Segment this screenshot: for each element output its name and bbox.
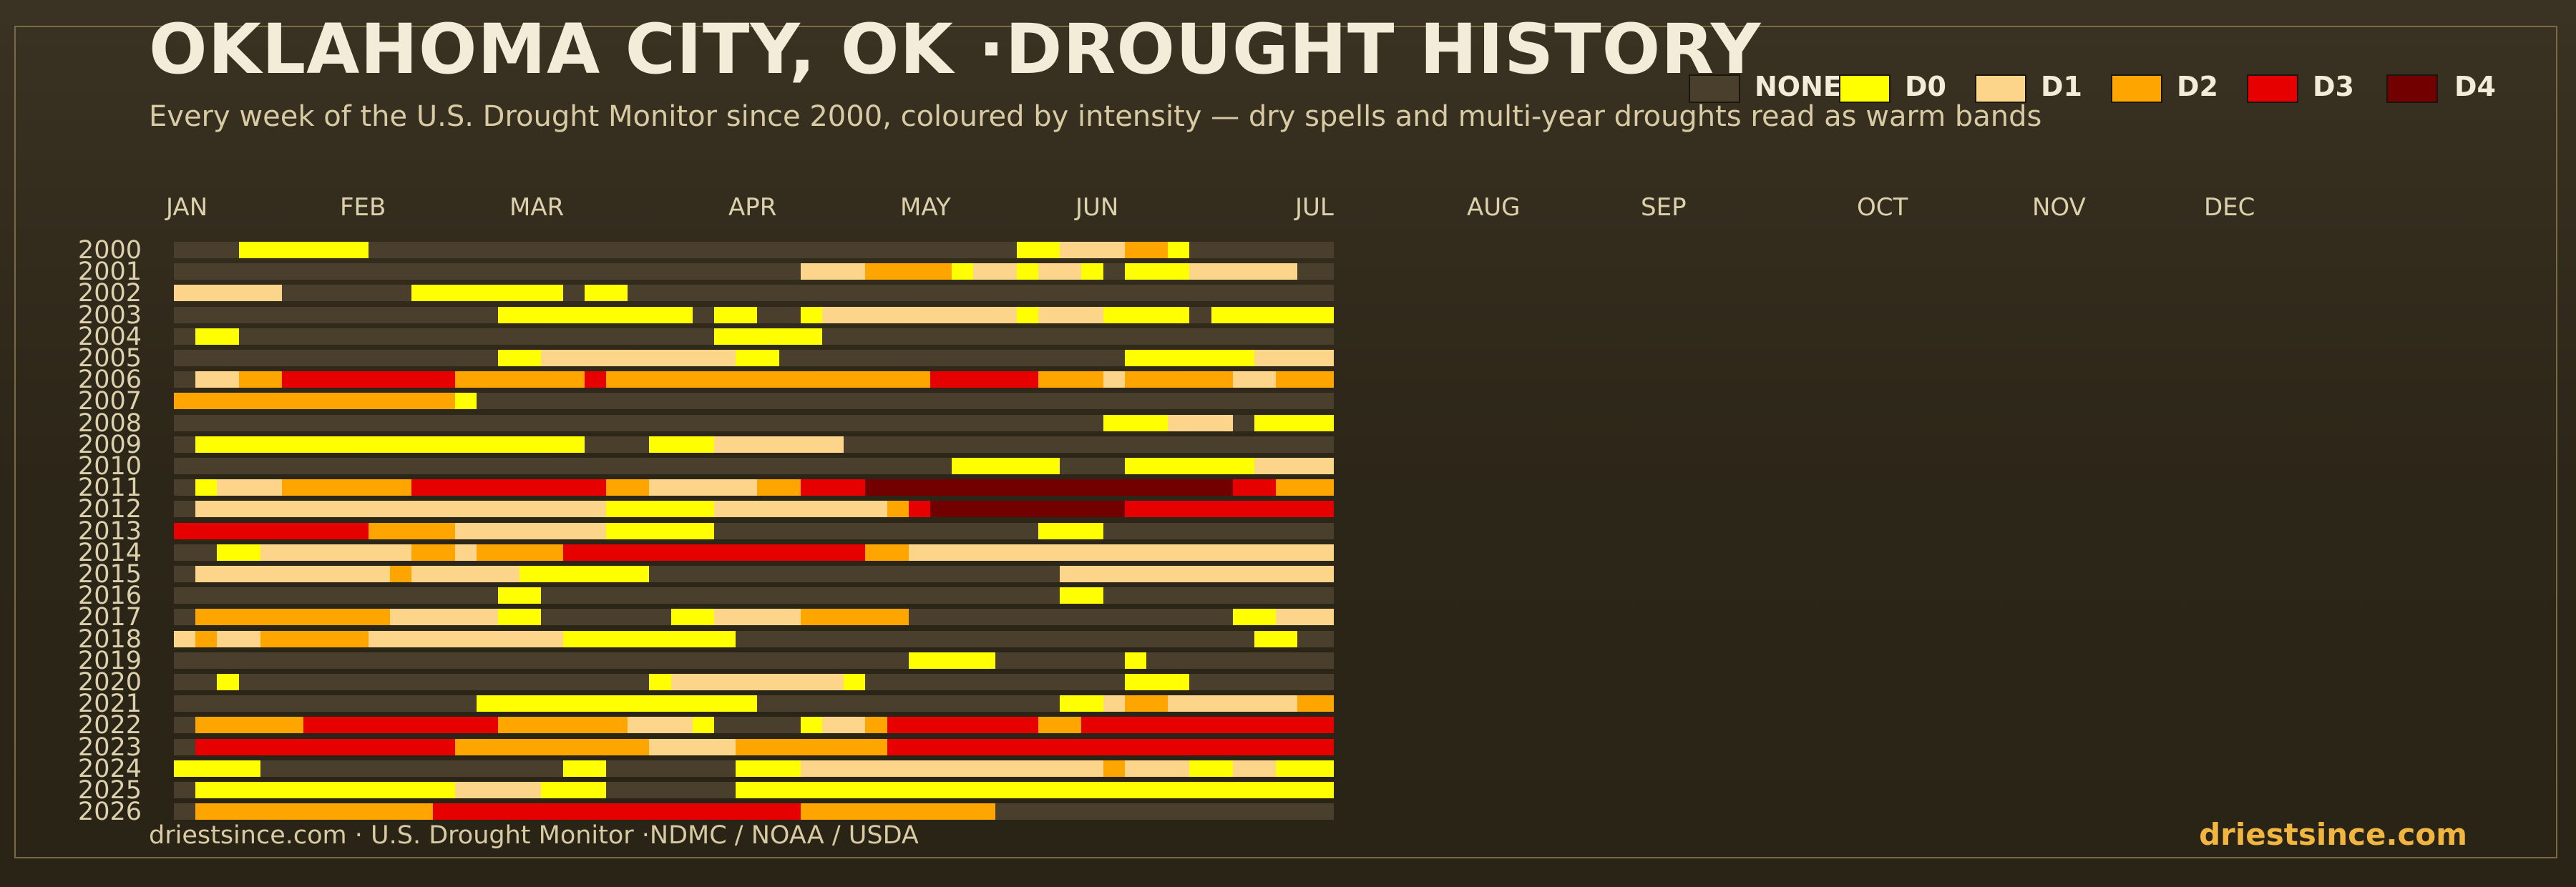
year-label-2019: 2019 xyxy=(77,646,142,675)
heatmap-cell xyxy=(1297,285,1335,302)
year-label-2023: 2023 xyxy=(77,732,142,762)
year-label-2008: 2008 xyxy=(77,408,142,438)
year-label-2005: 2005 xyxy=(77,344,142,373)
year-label-2007: 2007 xyxy=(77,387,142,416)
month-label-jun: JUN xyxy=(1075,193,1119,222)
year-label-2014: 2014 xyxy=(77,538,142,567)
heatmap-cell xyxy=(1297,328,1335,345)
year-label-2012: 2012 xyxy=(77,495,142,524)
year-label-2013: 2013 xyxy=(77,516,142,546)
chart-subtitle: Every week of the U.S. Drought Monitor s… xyxy=(149,100,2042,133)
year-label-2016: 2016 xyxy=(77,582,142,611)
footer-source: driestsince.com · U.S. Drought Monitor ·… xyxy=(149,821,919,850)
heatmap-cell xyxy=(1297,306,1335,323)
legend: NONE D0 D1 D2 D3 D4 xyxy=(1689,69,2540,107)
heatmap-cell xyxy=(1297,393,1335,410)
heatmap-cell xyxy=(1297,522,1335,539)
chart-title: OKLAHOMA CITY, OK ·DROUGHT HISTORY xyxy=(149,9,1762,89)
heatmap-cell xyxy=(1297,566,1335,582)
month-label-may: MAY xyxy=(900,193,951,222)
footer-site: driestsince.com xyxy=(2199,817,2467,852)
year-label-2021: 2021 xyxy=(77,690,142,719)
month-label-mar: MAR xyxy=(509,193,565,222)
legend-label-d0: D0 xyxy=(1905,71,1946,102)
year-label-2017: 2017 xyxy=(77,603,142,632)
month-label-sep: SEP xyxy=(1641,193,1687,222)
legend-swatch-d1 xyxy=(1975,74,2026,103)
heatmap-cell xyxy=(1297,738,1335,755)
heatmap-cell xyxy=(1297,350,1335,366)
month-label-aug: AUG xyxy=(1467,193,1521,222)
year-label-2010: 2010 xyxy=(77,452,142,481)
heatmap-cell xyxy=(1297,803,1335,820)
heatmap-cell xyxy=(1297,652,1335,669)
legend-swatch-none xyxy=(1689,74,1740,103)
month-label-nov: NOV xyxy=(2032,193,2086,222)
heatmap-cell xyxy=(1297,587,1335,604)
year-label-2022: 2022 xyxy=(77,711,142,740)
heatmap-cell xyxy=(1297,544,1335,561)
heatmap-cell xyxy=(1297,782,1335,798)
month-label-dec: DEC xyxy=(2204,193,2255,222)
heatmap-cell xyxy=(1297,436,1335,453)
heatmap-cell xyxy=(1297,458,1335,474)
heatmap-cell xyxy=(1297,717,1335,734)
legend-swatch-d2 xyxy=(2111,74,2162,103)
year-label-2026: 2026 xyxy=(77,798,142,827)
legend-swatch-d3 xyxy=(2247,74,2298,103)
year-label-2018: 2018 xyxy=(77,624,142,654)
heatmap-cell xyxy=(1297,630,1335,647)
legend-label-d2: D2 xyxy=(2177,71,2218,102)
year-label-2020: 2020 xyxy=(77,668,142,697)
month-label-oct: OCT xyxy=(1857,193,1908,222)
month-label-apr: APR xyxy=(728,193,777,222)
legend-swatch-d4 xyxy=(2386,74,2438,103)
year-label-2002: 2002 xyxy=(77,279,142,308)
legend-label-d1: D1 xyxy=(2041,71,2082,102)
chart-frame xyxy=(14,26,2557,858)
year-label-2025: 2025 xyxy=(77,776,142,805)
year-label-2004: 2004 xyxy=(77,322,142,351)
heatmap-cell xyxy=(1297,760,1335,777)
year-label-2006: 2006 xyxy=(77,366,142,395)
heatmap-cell xyxy=(1297,501,1335,518)
heatmap-cell xyxy=(1297,609,1335,626)
year-label-2003: 2003 xyxy=(77,300,142,330)
year-label-2009: 2009 xyxy=(77,430,142,459)
year-label-2015: 2015 xyxy=(77,560,142,589)
year-label-2024: 2024 xyxy=(77,754,142,783)
heatmap-cell xyxy=(1297,695,1335,712)
heatmap-cell xyxy=(1297,263,1335,280)
legend-label-d4: D4 xyxy=(2454,71,2496,102)
legend-swatch-d0 xyxy=(1839,74,1890,103)
year-label-2000: 2000 xyxy=(77,236,142,265)
month-label-feb: FEB xyxy=(340,193,386,222)
month-label-jan: JAN xyxy=(166,193,208,222)
heatmap-cell xyxy=(1297,674,1335,690)
heatmap-cell xyxy=(1297,414,1335,431)
heatmap-cell xyxy=(1297,479,1335,496)
year-label-2011: 2011 xyxy=(77,474,142,503)
month-label-jul: JUL xyxy=(1295,193,1334,222)
heatmap-cell xyxy=(1297,371,1335,388)
legend-label-d3: D3 xyxy=(2313,71,2354,102)
year-label-2001: 2001 xyxy=(77,258,142,287)
legend-label-none: NONE xyxy=(1755,71,1842,102)
heatmap-cell xyxy=(1297,242,1335,258)
